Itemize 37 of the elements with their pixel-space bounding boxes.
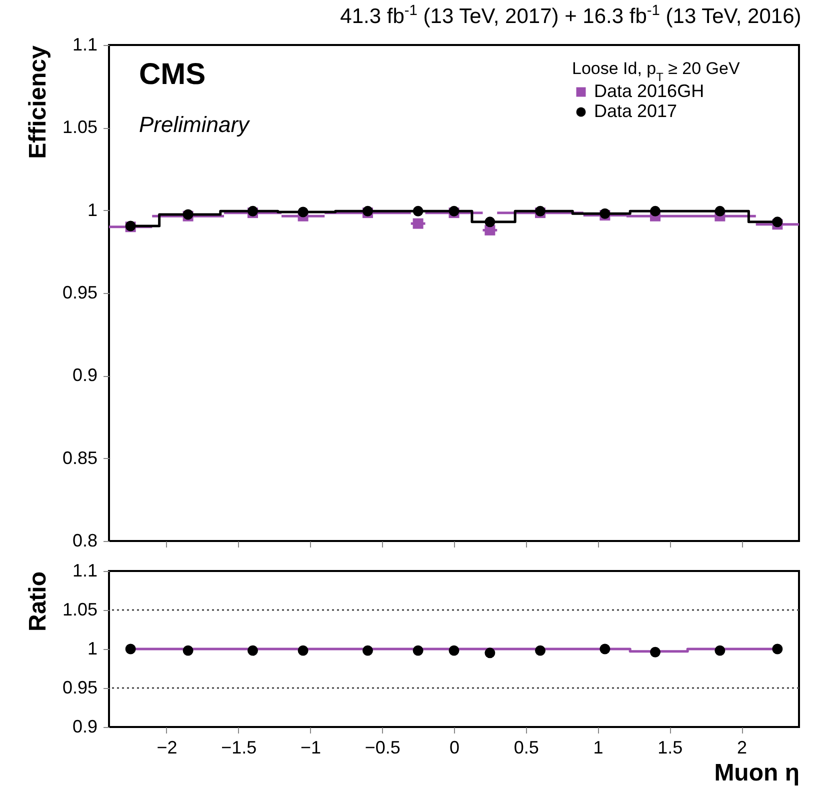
y-axis-title: Ratio	[24, 572, 52, 632]
legend-label: Data 2016GH	[594, 81, 704, 101]
y-tick-label: 0.95	[62, 282, 98, 302]
y-tick-label: 0.8	[72, 530, 98, 550]
point	[484, 216, 496, 228]
y-axis-title: Efficiency	[24, 44, 52, 159]
x-tick-label: 1.5	[658, 738, 683, 758]
point	[772, 216, 783, 228]
y-tick-label: 1.1	[72, 34, 98, 54]
y-tick-label: 0.9	[72, 365, 98, 386]
x-tick-label: 1	[593, 738, 604, 758]
chart-title: 41.3 fb$^{-1}$ (13 TeV, 2017) + 16.3 fb$^{-1}$ (13 TeV, 2016)	[340, 3, 802, 28]
y-tick-label: 0.85	[62, 448, 98, 468]
x-tick-label: −0.5	[364, 738, 400, 758]
x-tick-label: −1.5	[221, 738, 257, 758]
legend-label: Data 2017	[594, 101, 678, 121]
y-tick-label: 1	[87, 638, 98, 658]
x-tick-label: −2	[156, 738, 178, 758]
point	[298, 206, 308, 218]
y-tick-label: 1.05	[62, 117, 98, 138]
y-tick-label: 1.1	[72, 560, 98, 580]
x-tick-label: 2	[736, 738, 748, 758]
y-tick-label: 0.9	[72, 716, 98, 736]
y-tick-label: 1.05	[62, 600, 98, 620]
point	[650, 206, 660, 216]
x-tick-label: −1	[300, 738, 322, 758]
point	[412, 206, 424, 216]
y-tick-label: 1	[87, 200, 98, 220]
x-tick-label: 0	[449, 738, 460, 758]
annotation: CMS	[139, 58, 206, 91]
y-tick-label: 0.95	[62, 678, 98, 698]
annotation: Preliminary	[139, 112, 252, 137]
x-tick-label: 0.5	[514, 738, 539, 758]
legend-title: Loose Id, p$_{T}$ ≥ 20 GeV	[572, 59, 740, 84]
x-axis-title: Muon η	[714, 760, 800, 786]
point	[714, 206, 726, 216]
point	[412, 218, 424, 229]
